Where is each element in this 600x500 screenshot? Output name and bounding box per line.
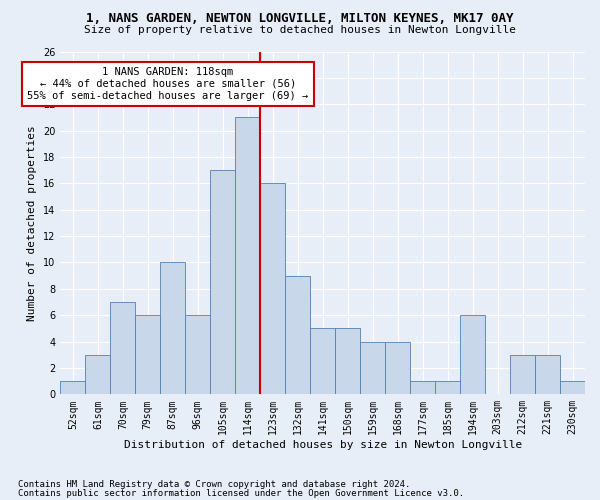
Bar [235, 118, 260, 394]
Bar [160, 262, 185, 394]
X-axis label: Distribution of detached houses by size in Newton Longville: Distribution of detached houses by size … [124, 440, 522, 450]
Bar [85, 355, 110, 395]
Text: Size of property relative to detached houses in Newton Longville: Size of property relative to detached ho… [84, 25, 516, 35]
Bar [385, 342, 410, 394]
Bar [560, 381, 585, 394]
Bar [535, 355, 560, 395]
Text: Contains public sector information licensed under the Open Government Licence v3: Contains public sector information licen… [18, 489, 464, 498]
Bar [510, 355, 535, 395]
Text: 1, NANS GARDEN, NEWTON LONGVILLE, MILTON KEYNES, MK17 0AY: 1, NANS GARDEN, NEWTON LONGVILLE, MILTON… [86, 12, 514, 26]
Bar [285, 276, 310, 394]
Bar [185, 315, 210, 394]
Bar [435, 381, 460, 394]
Bar [110, 302, 136, 394]
Bar [210, 170, 235, 394]
Bar [335, 328, 360, 394]
Text: 1 NANS GARDEN: 118sqm
← 44% of detached houses are smaller (56)
55% of semi-deta: 1 NANS GARDEN: 118sqm ← 44% of detached … [27, 68, 308, 100]
Bar [260, 184, 285, 394]
Bar [360, 342, 385, 394]
Text: Contains HM Land Registry data © Crown copyright and database right 2024.: Contains HM Land Registry data © Crown c… [18, 480, 410, 489]
Bar [61, 381, 85, 394]
Bar [310, 328, 335, 394]
Bar [460, 315, 485, 394]
Bar [410, 381, 435, 394]
Bar [136, 315, 160, 394]
Y-axis label: Number of detached properties: Number of detached properties [28, 125, 37, 321]
